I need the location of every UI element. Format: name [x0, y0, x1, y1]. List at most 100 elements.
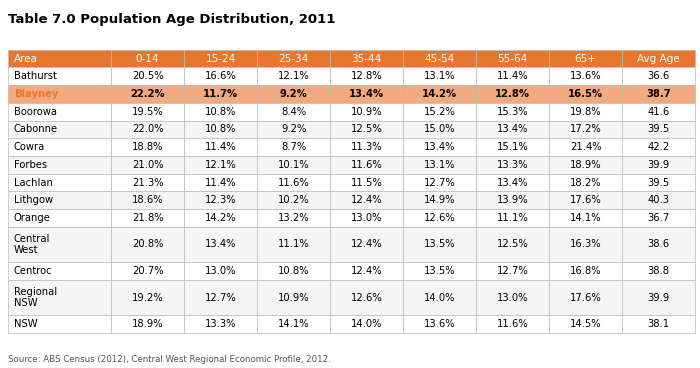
Text: 15.3%: 15.3% [497, 107, 528, 117]
Text: 38.1: 38.1 [648, 319, 670, 329]
Text: 14.0%: 14.0% [424, 293, 455, 302]
Text: 11.4%: 11.4% [205, 177, 237, 188]
Text: 13.9%: 13.9% [497, 195, 528, 205]
Text: 11.6%: 11.6% [351, 160, 382, 170]
Text: NSW: NSW [14, 319, 38, 329]
Text: 18.2%: 18.2% [570, 177, 601, 188]
Text: 14.0%: 14.0% [351, 319, 382, 329]
Text: 15-24: 15-24 [205, 53, 236, 64]
Text: 16.8%: 16.8% [570, 266, 601, 276]
Text: 0-14: 0-14 [136, 53, 160, 64]
Text: 38.8: 38.8 [648, 266, 670, 276]
Text: 22.0%: 22.0% [132, 124, 163, 134]
Text: 12.7%: 12.7% [204, 293, 237, 302]
Text: 11.6%: 11.6% [278, 177, 309, 188]
Text: 12.6%: 12.6% [351, 293, 382, 302]
Text: 13.0%: 13.0% [351, 213, 382, 223]
Text: 13.3%: 13.3% [205, 319, 237, 329]
Text: 10.9%: 10.9% [351, 107, 382, 117]
Text: 25-34: 25-34 [279, 53, 309, 64]
Text: Avg Age: Avg Age [637, 53, 680, 64]
Text: 12.1%: 12.1% [278, 71, 309, 81]
Text: 10.1%: 10.1% [278, 160, 309, 170]
Text: 11.4%: 11.4% [205, 142, 237, 152]
Text: 17.6%: 17.6% [570, 195, 601, 205]
Text: Lithgow: Lithgow [14, 195, 53, 205]
Text: 16.5%: 16.5% [568, 89, 603, 99]
Text: 13.3%: 13.3% [497, 160, 528, 170]
Text: 13.1%: 13.1% [424, 71, 456, 81]
Text: 13.5%: 13.5% [424, 240, 456, 250]
Text: 12.8%: 12.8% [351, 71, 382, 81]
Text: 13.4%: 13.4% [424, 142, 455, 152]
Text: 38.7: 38.7 [646, 89, 671, 99]
Text: 15.2%: 15.2% [424, 107, 456, 117]
Text: 39.5: 39.5 [648, 177, 670, 188]
Text: 13.4%: 13.4% [497, 177, 528, 188]
Text: 21.4%: 21.4% [570, 142, 601, 152]
Text: 55-64: 55-64 [498, 53, 528, 64]
Text: 11.1%: 11.1% [497, 213, 528, 223]
Text: Cabonne: Cabonne [14, 124, 58, 134]
Text: 20.7%: 20.7% [132, 266, 163, 276]
Text: 21.8%: 21.8% [132, 213, 163, 223]
Text: 39.5: 39.5 [648, 124, 670, 134]
Text: 13.0%: 13.0% [205, 266, 237, 276]
Text: 13.4%: 13.4% [205, 240, 237, 250]
Text: 39.9: 39.9 [648, 293, 670, 302]
Text: 10.8%: 10.8% [278, 266, 309, 276]
Text: 20.5%: 20.5% [132, 71, 163, 81]
Text: 21.0%: 21.0% [132, 160, 163, 170]
Text: Area: Area [14, 53, 38, 64]
Text: 10.9%: 10.9% [278, 293, 309, 302]
Text: 9.2%: 9.2% [280, 89, 307, 99]
Text: 11.5%: 11.5% [351, 177, 382, 188]
Text: 10.8%: 10.8% [205, 124, 237, 134]
Text: Cowra: Cowra [14, 142, 46, 152]
Text: 13.4%: 13.4% [497, 124, 528, 134]
Text: 12.3%: 12.3% [205, 195, 237, 205]
Text: 8.4%: 8.4% [281, 107, 306, 117]
Text: 18.8%: 18.8% [132, 142, 163, 152]
Text: 36.6: 36.6 [648, 71, 670, 81]
Text: 39.9: 39.9 [648, 160, 670, 170]
Text: 13.6%: 13.6% [570, 71, 601, 81]
Text: 65+: 65+ [575, 53, 596, 64]
Text: 12.4%: 12.4% [351, 266, 382, 276]
Text: 18.9%: 18.9% [570, 160, 601, 170]
Text: Central
West: Central West [14, 234, 50, 255]
Text: 13.2%: 13.2% [278, 213, 309, 223]
Text: 12.8%: 12.8% [495, 89, 530, 99]
Text: 16.3%: 16.3% [570, 240, 601, 250]
Text: 10.2%: 10.2% [278, 195, 309, 205]
Text: 40.3: 40.3 [648, 195, 670, 205]
Text: Table 7.0 Population Age Distribution, 2011: Table 7.0 Population Age Distribution, 2… [8, 13, 336, 26]
Text: 13.1%: 13.1% [424, 160, 456, 170]
Text: 11.1%: 11.1% [278, 240, 309, 250]
Text: 12.7%: 12.7% [424, 177, 456, 188]
Text: 14.1%: 14.1% [570, 213, 601, 223]
Text: 45-54: 45-54 [424, 53, 455, 64]
Text: 11.6%: 11.6% [497, 319, 528, 329]
Text: Orange: Orange [14, 213, 51, 223]
Text: 20.8%: 20.8% [132, 240, 163, 250]
Text: 8.7%: 8.7% [281, 142, 306, 152]
Text: Lachlan: Lachlan [14, 177, 53, 188]
Text: 11.4%: 11.4% [497, 71, 528, 81]
Text: 14.5%: 14.5% [570, 319, 601, 329]
Text: 10.8%: 10.8% [205, 107, 237, 117]
Text: 15.0%: 15.0% [424, 124, 456, 134]
Text: Bathurst: Bathurst [14, 71, 57, 81]
Text: 41.6: 41.6 [648, 107, 670, 117]
Text: 12.6%: 12.6% [424, 213, 456, 223]
Text: 12.5%: 12.5% [351, 124, 382, 134]
Text: 21.3%: 21.3% [132, 177, 163, 188]
Text: 13.0%: 13.0% [497, 293, 528, 302]
Text: 12.4%: 12.4% [351, 240, 382, 250]
Text: 38.6: 38.6 [648, 240, 670, 250]
Text: Source: ABS Census (2012), Central West Regional Economic Profile, 2012.: Source: ABS Census (2012), Central West … [8, 355, 331, 364]
Text: 14.9%: 14.9% [424, 195, 456, 205]
Text: 12.4%: 12.4% [351, 195, 382, 205]
Text: Blayney: Blayney [14, 89, 58, 99]
Text: Boorowa: Boorowa [14, 107, 57, 117]
